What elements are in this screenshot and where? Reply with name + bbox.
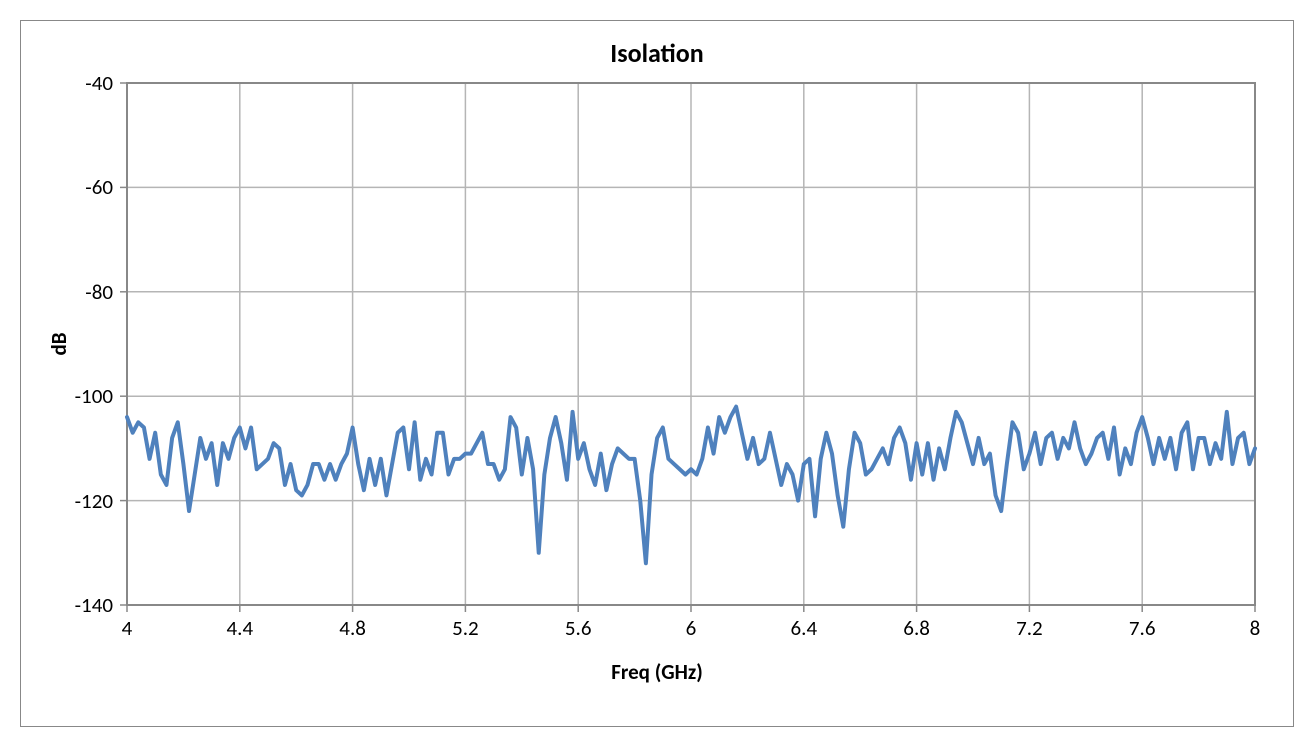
x-tick-label: 6.4: [791, 615, 818, 641]
chart-frame: Isolation dB Freq (GHz) -140-120-100-80-…: [20, 20, 1294, 727]
y-tick-label: -140: [75, 592, 113, 618]
x-tick-label: 4: [122, 615, 133, 641]
x-tick-label: 6.8: [903, 615, 930, 641]
tick-group: [120, 83, 1255, 612]
x-tick-label: 5.6: [565, 615, 592, 641]
x-tick-label: 5.2: [452, 615, 479, 641]
x-tick-label: 4.8: [339, 615, 366, 641]
y-axis-title: dB: [46, 332, 72, 355]
chart-title: Isolation: [21, 37, 1293, 69]
x-tick-label: 7.6: [1129, 615, 1156, 641]
x-tick-label: 8: [1250, 615, 1261, 641]
y-tick-label: -100: [75, 383, 113, 409]
x-axis-title: Freq (GHz): [21, 659, 1293, 685]
y-tick-label: -80: [85, 279, 113, 305]
x-tick-label: 6: [686, 615, 697, 641]
grid-group: [127, 83, 1255, 605]
plot-svg: [127, 83, 1255, 605]
y-tick-label: -40: [85, 70, 113, 96]
x-tick-label: 7.2: [1016, 615, 1043, 641]
x-tick-label: 4.4: [227, 615, 254, 641]
plot-area: -140-120-100-80-60-4044.44.85.25.666.46.…: [127, 83, 1255, 605]
y-tick-label: -120: [75, 488, 113, 514]
y-tick-label: -60: [85, 174, 113, 200]
